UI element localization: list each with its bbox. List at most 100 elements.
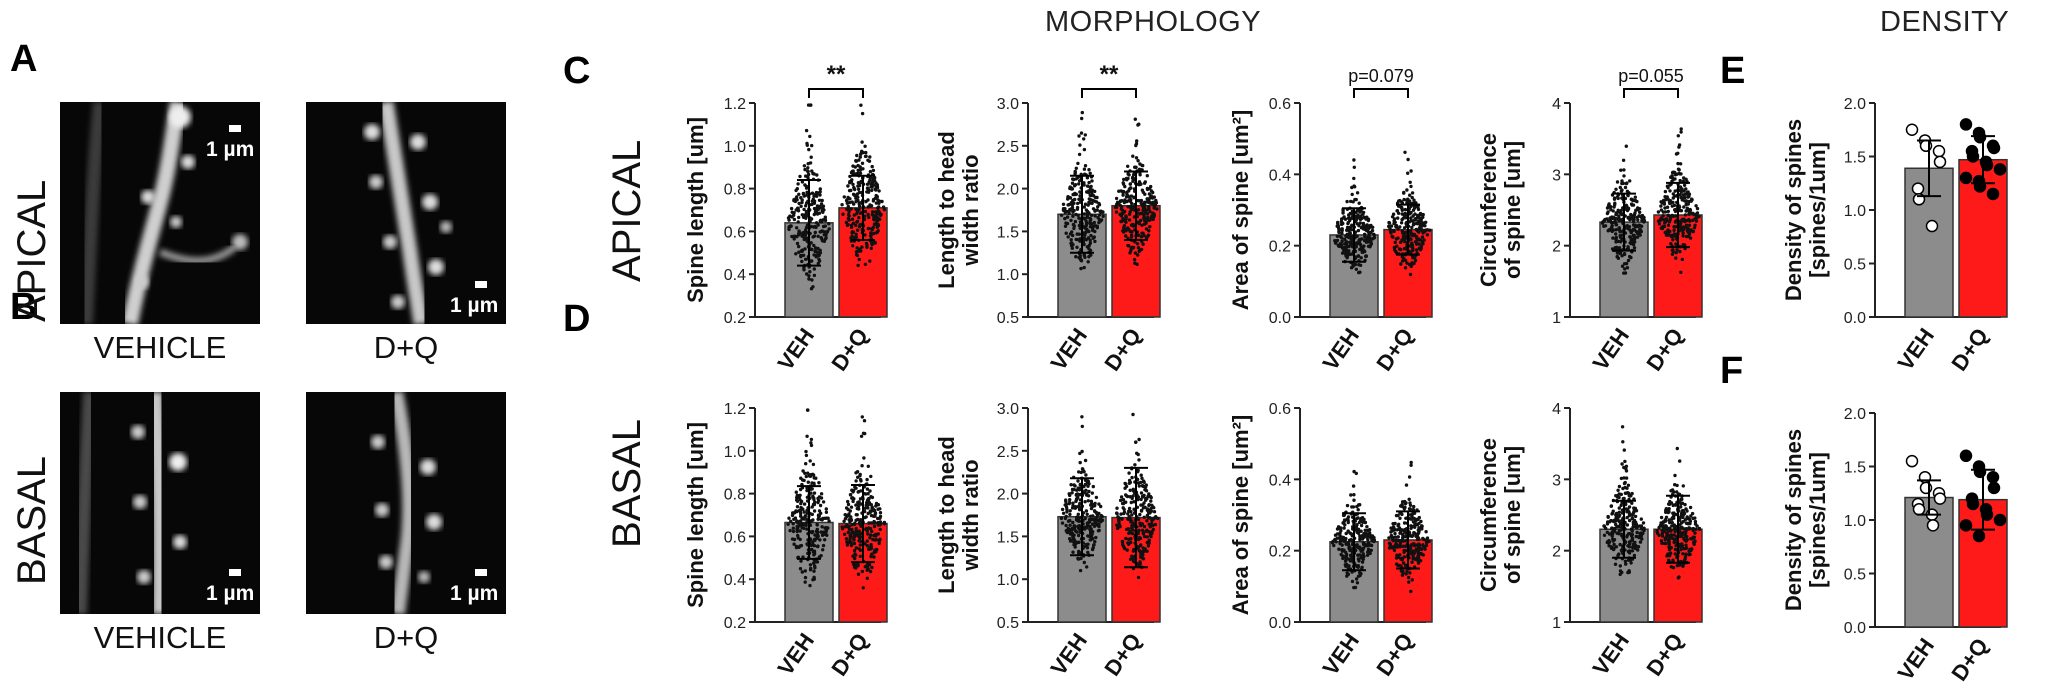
- data-point: [1145, 212, 1150, 216]
- data-point: [1670, 520, 1674, 525]
- data-point: [1149, 189, 1154, 193]
- data-point: [1694, 204, 1698, 208]
- data-point: [1133, 251, 1138, 255]
- data-point: [878, 520, 883, 524]
- data-point: [1684, 199, 1689, 203]
- data-point: [1372, 539, 1376, 544]
- data-point: [1663, 210, 1668, 214]
- data-point: [854, 513, 858, 517]
- data-point: [798, 487, 803, 492]
- data-point: [1671, 503, 1676, 507]
- data-point: [820, 525, 824, 529]
- y-axis-label: Area of spine [um²]: [1228, 415, 1253, 615]
- data-point: [1680, 501, 1685, 505]
- data-point: [1600, 221, 1605, 225]
- data-point: [1138, 560, 1142, 564]
- data-point: [1342, 519, 1347, 523]
- data-point: [1410, 219, 1415, 223]
- data-point: [824, 510, 829, 514]
- data-point: [1667, 548, 1672, 552]
- data-point: [1409, 589, 1413, 594]
- data-point: [1402, 548, 1406, 553]
- data-point: [866, 492, 870, 496]
- data-point: [1628, 541, 1632, 545]
- data-point: [1083, 216, 1087, 220]
- data-point: [1671, 178, 1675, 182]
- data-point: [1059, 213, 1064, 217]
- data-point: [1141, 557, 1146, 561]
- data-point: [811, 502, 816, 507]
- data-point: [1142, 203, 1147, 208]
- data-point: [856, 181, 861, 185]
- x-category-label: D+Q: [826, 324, 873, 376]
- data-point: [1128, 557, 1133, 561]
- data-point: [802, 510, 806, 514]
- data-point: [1389, 231, 1393, 235]
- data-point: [1077, 134, 1081, 138]
- data-point: [1672, 225, 1676, 229]
- data-point: [1095, 515, 1099, 519]
- data-point: [1130, 496, 1134, 501]
- data-point: [1416, 517, 1420, 521]
- data-point: [1136, 253, 1140, 257]
- data-point: [1069, 218, 1073, 223]
- data-point: [811, 561, 816, 565]
- data-point: [841, 212, 845, 216]
- data-point: [856, 263, 860, 268]
- data-point: [869, 545, 874, 549]
- data-point: [1925, 219, 1939, 233]
- data-point: [871, 168, 876, 173]
- data-point: [1074, 498, 1079, 502]
- data-point: [1083, 500, 1087, 504]
- data-point: [1672, 228, 1676, 232]
- data-point: [803, 257, 808, 261]
- data-point: [1080, 415, 1084, 419]
- data-point: [1065, 215, 1070, 219]
- data-point: [1070, 241, 1074, 245]
- data-point: [1392, 548, 1397, 553]
- data-point: [1659, 204, 1663, 208]
- data-point: [861, 431, 866, 435]
- data-point: [1416, 528, 1421, 532]
- data-point: [1409, 517, 1414, 521]
- data-point: [1607, 544, 1611, 548]
- data-point: [1669, 533, 1673, 537]
- data-point: [857, 216, 861, 220]
- data-point: [1081, 467, 1085, 472]
- data-point: [1400, 573, 1405, 577]
- data-point: [857, 158, 861, 162]
- data-point: [869, 246, 873, 250]
- data-point: [1625, 515, 1629, 520]
- data-point: [1625, 266, 1630, 270]
- data-point: [869, 474, 873, 479]
- data-point: [1634, 509, 1639, 513]
- data-point: [1347, 545, 1351, 549]
- data-point: [1124, 215, 1128, 220]
- data-point: [1122, 226, 1126, 230]
- data-point: [817, 481, 821, 485]
- y-tick-label: 0.4: [1269, 472, 1291, 489]
- data-point: [798, 508, 802, 512]
- data-point: [849, 505, 854, 509]
- data-point: [792, 537, 797, 542]
- data-point: [1139, 508, 1144, 513]
- data-point: [1398, 531, 1402, 535]
- data-point: [1411, 208, 1416, 212]
- data-point: [1094, 535, 1098, 540]
- x-category-label: D+Q: [1641, 629, 1688, 681]
- data-point: [1624, 464, 1629, 468]
- data-point: [1622, 168, 1626, 172]
- data-point: [1611, 532, 1615, 536]
- data-point: [816, 207, 820, 212]
- data-point: [798, 567, 803, 571]
- data-point: [1409, 463, 1413, 467]
- data-point: [1141, 480, 1146, 484]
- y-axis-label-line: width ratio: [958, 459, 983, 571]
- data-point: [872, 524, 877, 529]
- data-point: [810, 278, 814, 282]
- data-point: [1332, 543, 1336, 548]
- data-point: [1120, 501, 1125, 506]
- data-point: [1115, 200, 1120, 204]
- panel-letter-e: E: [1720, 50, 1746, 92]
- data-point: [1363, 235, 1367, 239]
